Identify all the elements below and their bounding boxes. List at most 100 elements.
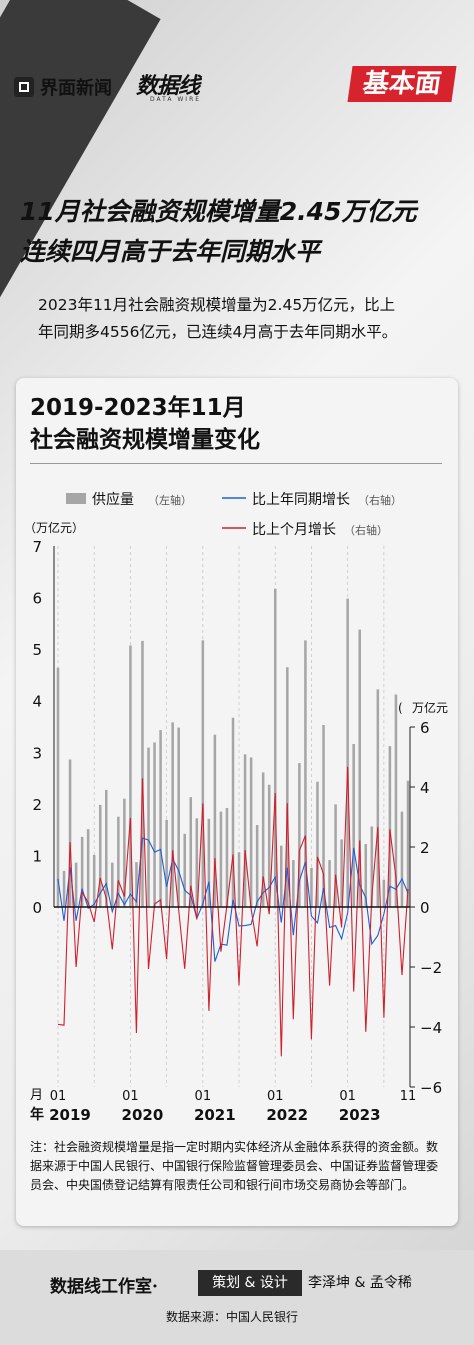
left-tick-label: 7	[32, 538, 42, 556]
legend-yoy-label: 比上年同期增长	[252, 492, 350, 508]
right-tick-label: 6	[420, 719, 430, 737]
footer-studio: 数据线工作室·	[50, 1277, 158, 1297]
supply-bar	[105, 789, 108, 907]
supply-bar	[382, 879, 386, 907]
supply-bar	[56, 667, 60, 907]
month-tick-label: 11	[400, 1089, 417, 1104]
supply-bar	[273, 588, 277, 907]
supply-bar	[243, 754, 247, 907]
right-tick-label: 4	[420, 779, 430, 797]
left-tick-label: 0	[32, 899, 42, 917]
supply-bar	[316, 781, 319, 907]
supply-bars	[56, 588, 410, 907]
supply-bar	[153, 742, 156, 907]
legend-yoy-axis: （右轴）	[358, 493, 402, 507]
left-tick-label: 4	[32, 693, 42, 711]
supply-bar	[129, 645, 132, 907]
supply-bar	[249, 757, 253, 907]
supply-bar	[159, 730, 162, 907]
brand-name: 界面新闻	[40, 78, 112, 99]
mom-line	[57, 766, 409, 1057]
supply-bar	[123, 798, 126, 907]
left-tick-label: 1	[32, 847, 42, 865]
year-tick-label: 2019	[49, 1106, 91, 1124]
supply-bar	[340, 839, 343, 907]
supply-bar	[225, 807, 229, 907]
supply-bar	[117, 816, 120, 907]
supply-bar	[255, 825, 259, 907]
brand-logo: 界面新闻	[14, 74, 112, 100]
left-axis-unit: （万亿元）	[24, 520, 84, 535]
supply-bar	[171, 722, 174, 907]
left-tick-label: 6	[32, 590, 42, 608]
summary-line-2: 年同期多4556亿元，已连续4月高于去年同期水平。	[38, 323, 398, 341]
supply-bar	[400, 811, 404, 907]
supply-bar	[195, 818, 199, 907]
supply-bar	[86, 829, 90, 907]
supply-bar	[111, 862, 114, 907]
supply-bar	[406, 780, 410, 907]
month-tick-label: 01	[339, 1089, 356, 1104]
month-tick-label: 01	[50, 1089, 67, 1104]
legend-supply-axis: （左轴）	[148, 493, 192, 507]
supply-bar	[98, 804, 102, 907]
supply-bar	[358, 629, 361, 907]
headline-line-2: 连续四月高于去年同期水平	[20, 237, 321, 266]
supply-bar	[189, 797, 193, 907]
supply-bar	[304, 640, 307, 907]
year-tick-label: 2022	[266, 1106, 308, 1124]
left-tick-label: 2	[32, 796, 42, 814]
left-tick-label: 5	[32, 641, 42, 659]
supply-bar	[147, 747, 150, 907]
supply-bar	[165, 819, 168, 907]
x-axis-month-label: 月	[30, 1088, 43, 1103]
supply-bar	[207, 818, 211, 907]
year-tick-label: 2023	[339, 1106, 381, 1124]
summary: 2023年11月社会融资规模增量为2.45万亿元，比上 年同期多4556亿元，已…	[38, 292, 458, 346]
datawire-logo: 数据线	[136, 74, 200, 99]
footer	[0, 1250, 474, 1345]
right-tick-label: −4	[420, 1019, 442, 1037]
legend-mom-axis: （右轴）	[344, 523, 388, 537]
right-tick-label: 0	[420, 899, 430, 917]
supply-bar	[62, 870, 66, 907]
supply-bar	[334, 804, 337, 907]
headline-line-1: 11月社会融资规模增量2.45万亿元	[20, 197, 417, 226]
month-tick-label: 01	[122, 1089, 139, 1104]
footer-role-badge: 策划 & 设计	[198, 1270, 302, 1296]
chart-title-line-2: 社会融资规模增量变化	[30, 427, 260, 453]
month-tick-label: 01	[267, 1089, 284, 1104]
chart-note: 注：社会融资规模增量是指一定时期内实体经济从金融体系获得的资金额。数据来源于中国…	[30, 1140, 439, 1192]
year-tick-label: 2020	[122, 1106, 164, 1124]
right-axis-unit-icon: (	[398, 701, 403, 715]
supply-bar	[364, 844, 368, 907]
supply-bar	[231, 717, 235, 907]
supply-bar	[92, 854, 96, 907]
supply-bar	[135, 862, 138, 907]
supply-bar	[261, 772, 265, 907]
chart-title-line-1: 2019-2023年11月	[30, 395, 246, 421]
supply-bar	[328, 860, 331, 907]
supply-bar	[346, 598, 349, 907]
supply-bar	[352, 744, 355, 907]
supply-bar	[292, 860, 295, 907]
supply-bar	[68, 759, 72, 907]
summary-line-1: 2023年11月社会融资规模增量为2.45万亿元，比上	[38, 296, 396, 314]
jiemian-logo-icon	[14, 77, 34, 97]
supply-bar	[280, 845, 283, 907]
supply-bar	[141, 640, 144, 907]
right-tick-label: −6	[420, 1079, 442, 1097]
supply-bar	[286, 667, 289, 907]
month-tick-label: 01	[195, 1089, 212, 1104]
right-tick-label: 2	[420, 839, 430, 857]
supply-bar	[376, 689, 380, 907]
supply-bar	[237, 852, 241, 907]
title-divider	[30, 463, 442, 464]
legend-mom-label: 比上个月增长	[252, 522, 336, 538]
headline: 11月社会融资规模增量2.45万亿元 连续四月高于去年同期水平	[20, 192, 416, 272]
supply-bar	[310, 867, 313, 907]
supply-bar	[80, 836, 84, 907]
legend-supply-swatch	[66, 493, 86, 504]
supply-bar	[201, 640, 205, 907]
